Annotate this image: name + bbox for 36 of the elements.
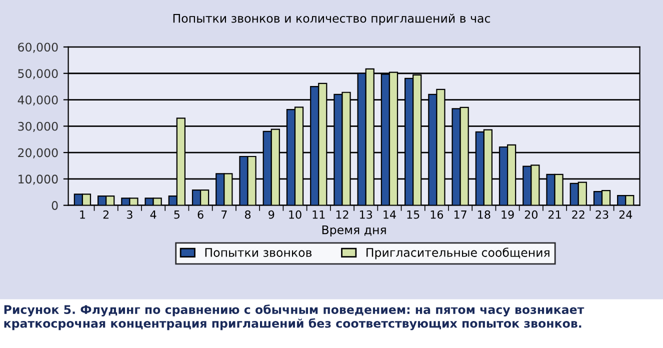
x-tick-label: 22 [572, 210, 584, 219]
x-axis-title: Время дня [322, 225, 386, 237]
x-tick-label: 15 [407, 210, 420, 219]
x-tick-label: 13 [360, 210, 372, 219]
x-tick-label: 20 [524, 210, 538, 219]
x-tick-label: 14 [384, 210, 396, 219]
y-tick-label: 50,000 [18, 69, 58, 80]
x-tick-label: 3 [127, 210, 132, 219]
x-tick-label: 1 [80, 210, 85, 219]
x-tick-label: 24 [619, 210, 632, 219]
y-tick-label: 30,000 [18, 122, 58, 132]
legend-label: Пригласительные сообщения [366, 248, 550, 260]
y-tick-label: 0 [52, 201, 58, 210]
y-tick-label: 40,000 [18, 95, 58, 106]
x-tick-label: 23 [596, 210, 608, 219]
x-tick-label: 18 [478, 210, 490, 219]
x-tick-label: 6 [198, 210, 204, 219]
x-tick-label: 10 [289, 210, 302, 219]
x-tick-label: 16 [430, 210, 444, 219]
y-tick-label: 60,000 [18, 42, 58, 53]
x-tick-label: 12 [336, 210, 348, 219]
x-tick-label: 21 [548, 210, 561, 219]
x-tick-label: 7 [222, 210, 227, 219]
x-tick-label: 17 [454, 210, 466, 219]
y-tick-label: 10,000 [18, 174, 58, 185]
x-tick-label: 5 [174, 210, 180, 219]
y-tick-label: 20,000 [18, 148, 58, 158]
x-tick-label: 11 [312, 210, 325, 219]
x-tick-label: 9 [268, 210, 274, 219]
x-tick-label: 4 [150, 210, 156, 219]
x-tick-label: 2 [103, 210, 108, 219]
x-tick-label: 19 [502, 210, 514, 219]
text: Рисунок 5. Флудинг по сравнению с обычным поведением: на пятом часу возникает краткосрочная концентрация приглашений без соответствующих попыток звонков. [4, 304, 584, 330]
chart-title: Попытки звонков и количество приглашений в час [173, 14, 490, 26]
x-tick-label: 8 [244, 210, 251, 219]
legend-label: Попытки звонков [205, 248, 312, 257]
